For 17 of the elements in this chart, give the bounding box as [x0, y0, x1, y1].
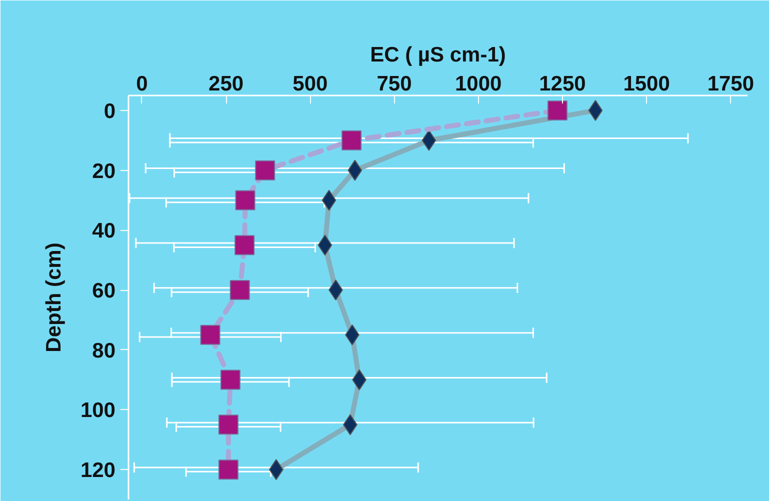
- x-tick-label: 1750: [707, 72, 754, 96]
- x-axis-title: EC ( µS cm-1): [370, 44, 506, 66]
- y-tick-label: 60: [92, 280, 116, 303]
- y-tick-label: 80: [92, 339, 116, 362]
- y-tick-label: 100: [80, 399, 116, 422]
- x-tick-label: 750: [376, 72, 412, 96]
- y-axis-title: Depth (cm): [42, 242, 66, 352]
- y-tick-label: 40: [92, 220, 116, 243]
- y-tick-label: 120: [80, 459, 116, 482]
- y-tick-label: 20: [92, 160, 116, 183]
- x-tick-label: 1250: [539, 72, 586, 96]
- x-tick-label: 0: [136, 72, 148, 96]
- x-tick-label: 1500: [623, 72, 670, 96]
- x-tick-label: 250: [208, 72, 244, 96]
- y-tick-label: 0: [104, 100, 116, 123]
- x-tick-label: 1000: [455, 72, 502, 96]
- x-tick-label: 500: [292, 72, 328, 96]
